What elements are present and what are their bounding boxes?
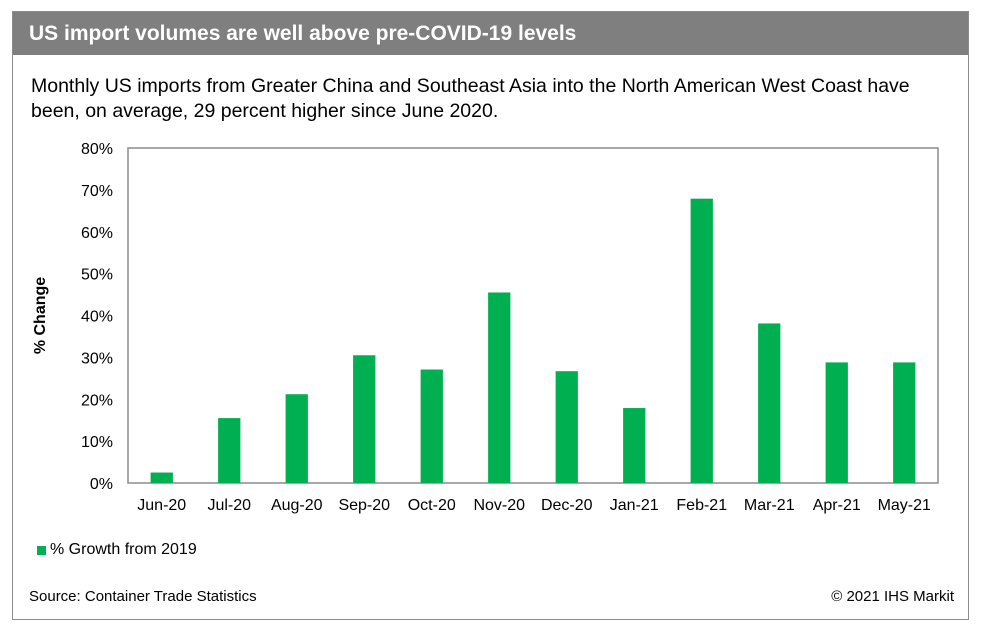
x-tick-label: Jun-20 — [137, 497, 186, 514]
y-tick-label: 50% — [81, 267, 113, 284]
y-tick-label: 10% — [81, 434, 113, 451]
bar — [623, 408, 646, 483]
legend-label: % Growth from 2019 — [50, 541, 197, 558]
bar — [825, 362, 848, 483]
bar — [690, 198, 713, 483]
bar — [353, 355, 376, 483]
source-note: Source: Container Trade Statistics — [29, 588, 257, 605]
copyright: © 2021 IHS Markit — [831, 588, 954, 605]
x-tick-label: Jan-21 — [610, 497, 659, 514]
bar — [285, 394, 308, 483]
bar — [555, 371, 578, 483]
bar — [488, 292, 511, 483]
bar — [420, 369, 443, 483]
legend: % Growth from 2019 — [37, 541, 197, 559]
x-tick-label: Oct-20 — [408, 497, 456, 514]
legend-swatch — [37, 545, 46, 555]
y-tick-label: 70% — [81, 183, 113, 200]
y-tick-label: 60% — [81, 225, 113, 242]
y-axis-label: % Change — [32, 277, 49, 354]
bar — [150, 472, 173, 483]
x-tick-label: Apr-21 — [813, 497, 861, 514]
plot-area — [127, 147, 939, 484]
bar — [218, 418, 241, 483]
x-tick-label: Dec-20 — [541, 497, 593, 514]
bar — [758, 323, 781, 483]
x-tick-label: May-21 — [878, 497, 931, 514]
x-tick-label: Jul-20 — [207, 497, 251, 514]
y-tick-label: 0% — [90, 476, 113, 493]
chart-frame: US import volumes are well above pre-COV… — [12, 11, 969, 620]
x-tick-label: Feb-21 — [676, 497, 727, 514]
bar — [893, 362, 916, 483]
y-tick-label: 20% — [81, 392, 113, 409]
y-tick-label: 30% — [81, 350, 113, 367]
x-tick-label: Mar-21 — [744, 497, 795, 514]
x-tick-label: Aug-20 — [271, 497, 323, 514]
y-tick-label: 80% — [81, 141, 113, 158]
y-tick-label: 40% — [81, 309, 113, 326]
x-tick-label: Nov-20 — [473, 497, 525, 514]
chart-title: US import volumes are well above pre-COV… — [13, 12, 968, 55]
x-tick-label: Sep-20 — [338, 497, 390, 514]
chart-subtitle: Monthly US imports from Greater China an… — [31, 75, 910, 122]
